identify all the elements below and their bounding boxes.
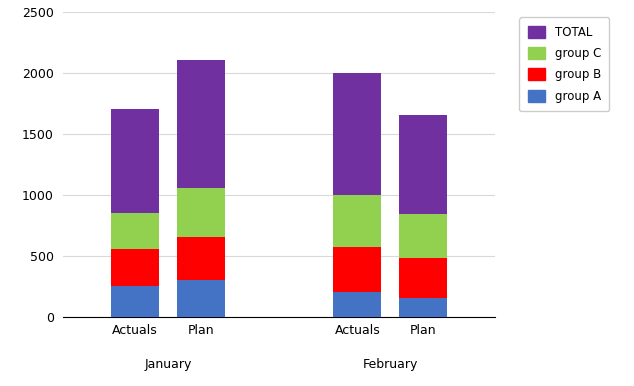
Bar bbox=[177, 188, 224, 237]
Bar bbox=[112, 213, 159, 249]
Bar bbox=[399, 258, 446, 298]
Text: January: January bbox=[144, 358, 191, 371]
Bar bbox=[399, 115, 446, 214]
Bar bbox=[177, 280, 224, 317]
Bar bbox=[333, 73, 381, 195]
Bar bbox=[112, 249, 159, 286]
Bar bbox=[333, 247, 381, 292]
Text: February: February bbox=[362, 358, 418, 371]
Bar bbox=[333, 292, 381, 317]
Legend: TOTAL, group C, group B, group A: TOTAL, group C, group B, group A bbox=[519, 17, 609, 111]
Bar bbox=[177, 237, 224, 280]
Bar bbox=[177, 60, 224, 188]
Bar bbox=[399, 214, 446, 258]
Bar bbox=[112, 286, 159, 317]
Bar bbox=[112, 109, 159, 213]
Bar bbox=[333, 195, 381, 247]
Bar bbox=[399, 298, 446, 317]
